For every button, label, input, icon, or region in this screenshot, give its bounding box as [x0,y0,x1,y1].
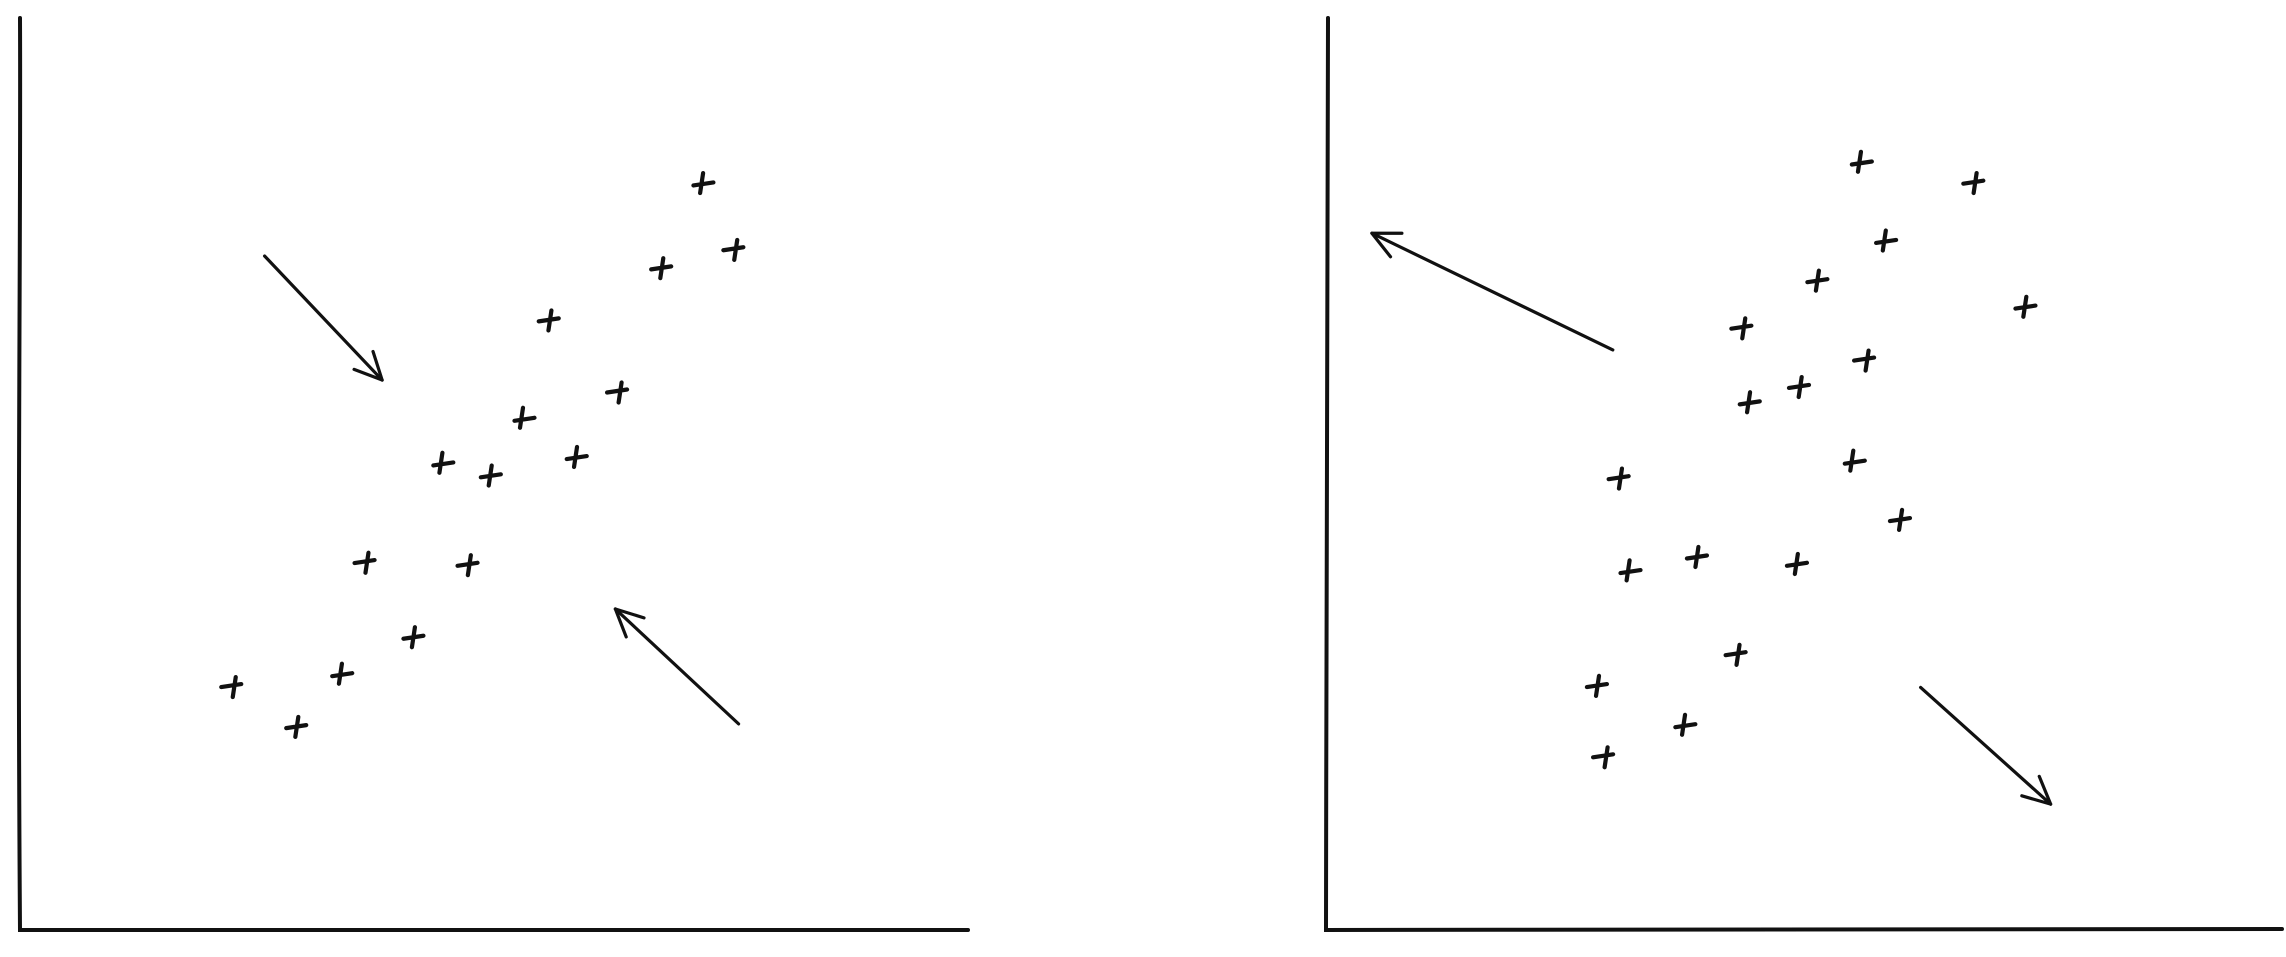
data-point [330,661,355,686]
arrow-head [2020,774,2053,806]
arrow-head [352,349,384,382]
data-point [1849,149,1874,174]
data-point [455,553,480,578]
data-point [431,450,456,475]
data-point [1786,374,1812,400]
arrow-shaft [262,254,384,382]
scatter-panel-right [1323,16,2284,933]
data-point [1961,170,1986,196]
data-point [1852,348,1877,373]
direction-arrow [1370,231,1615,352]
data-point [1673,712,1698,737]
data-point [219,674,244,700]
arrow-shaft [1370,231,1615,352]
axes-left [16,16,970,933]
data-point [2013,294,2038,319]
data-point [1887,507,1913,532]
data-point [604,380,630,405]
direction-arrow [1919,685,2053,806]
data-point [1729,316,1754,341]
axes-right [1323,16,2284,933]
arrow-shaft [1919,685,2053,806]
data-point [512,405,537,430]
data-point [1874,228,1899,253]
arrow-shaft [613,607,741,726]
data-point [1842,448,1867,473]
data-point [1584,673,1609,698]
data-point [691,170,716,196]
arrow-head [1370,231,1404,259]
data-point [721,237,746,263]
data-point [1805,268,1830,293]
scatter-panel-left [16,16,970,933]
data-point [649,256,674,281]
data-point [1591,745,1616,770]
data-point [536,308,561,333]
data-point [352,550,377,575]
data-point [1784,551,1810,577]
data-point [1723,642,1748,667]
data-point [1606,466,1631,491]
data-point [478,463,503,488]
data-point [1737,390,1762,415]
data-point [1618,558,1643,583]
direction-arrow [613,607,741,726]
data-point [284,714,309,740]
arrow-head [613,607,646,639]
data-point [401,625,426,650]
data-point [1684,544,1710,570]
data-point [564,444,589,470]
direction-arrow [262,254,384,382]
